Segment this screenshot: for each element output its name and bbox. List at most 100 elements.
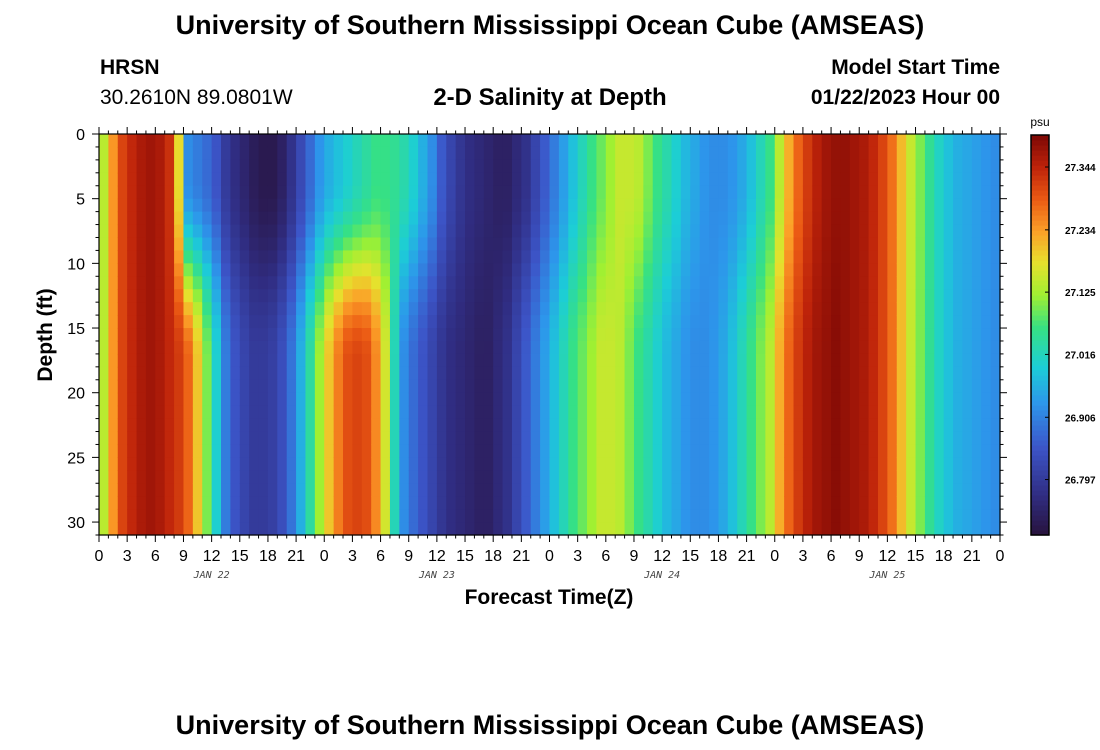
- heatmap-cell: [802, 483, 813, 497]
- heatmap-cell: [981, 431, 992, 446]
- heatmap-cell: [267, 379, 278, 394]
- heatmap-cell: [493, 483, 504, 497]
- heatmap-cell: [680, 134, 691, 148]
- heatmap-cell: [108, 185, 119, 200]
- heatmap-cell: [446, 250, 457, 264]
- heatmap-cell: [540, 328, 551, 342]
- heatmap-cell: [671, 237, 682, 252]
- heatmap-cell: [455, 353, 466, 368]
- heatmap-cell: [849, 509, 860, 523]
- heatmap-cell: [877, 418, 888, 433]
- heatmap-cell: [296, 366, 307, 381]
- heatmap-cell: [474, 237, 485, 252]
- heatmap-cell: [249, 302, 260, 316]
- heatmap-cell: [502, 496, 513, 510]
- heatmap-cell: [981, 159, 992, 174]
- heatmap-cell: [427, 366, 438, 381]
- heatmap-cell: [699, 353, 710, 368]
- heatmap-cell: [802, 328, 813, 342]
- heatmap-cell: [906, 457, 917, 471]
- heatmap-cell: [784, 237, 795, 252]
- heatmap-cell: [455, 405, 466, 420]
- heatmap-cell: [493, 134, 504, 148]
- heatmap-cell: [605, 146, 616, 161]
- heatmap-cell: [981, 315, 992, 329]
- heatmap-cell: [267, 302, 278, 316]
- heatmap-cell: [305, 509, 316, 523]
- heatmap-cell: [455, 496, 466, 510]
- heatmap-cell: [117, 224, 128, 239]
- heatmap-cell: [990, 289, 1001, 303]
- colorbar-segment: [1031, 355, 1049, 361]
- heatmap-cell: [258, 457, 269, 471]
- heatmap-cell: [643, 134, 654, 148]
- heatmap-cell: [558, 185, 569, 200]
- heatmap-cell: [258, 328, 269, 342]
- heatmap-cell: [971, 289, 982, 303]
- heatmap-cell: [521, 483, 532, 497]
- heatmap-cell: [849, 418, 860, 433]
- heatmap-cell: [230, 470, 241, 484]
- heatmap-cell: [296, 263, 307, 277]
- heatmap-cell: [145, 185, 156, 200]
- heatmap-cell: [493, 211, 504, 226]
- heatmap-cell: [596, 509, 607, 523]
- heatmap-cell: [990, 418, 1001, 433]
- heatmap-cell: [267, 509, 278, 523]
- heatmap-cell: [737, 496, 748, 510]
- heatmap-cell: [812, 405, 823, 420]
- colorbar-segment: [1031, 480, 1049, 486]
- heatmap-cell: [887, 405, 898, 420]
- heatmap-cell: [221, 483, 231, 497]
- heatmap-cell: [746, 263, 757, 277]
- heatmap-cell: [99, 198, 109, 213]
- heatmap-cell: [924, 198, 935, 213]
- x-tick-label: 9: [630, 548, 639, 565]
- heatmap-cell: [277, 431, 288, 446]
- heatmap-cell: [164, 457, 175, 471]
- heatmap-cell: [446, 159, 457, 174]
- heatmap-cell: [408, 302, 419, 316]
- heatmap-cell: [727, 224, 738, 239]
- heatmap-cell: [277, 159, 288, 174]
- heatmap-cell: [136, 418, 147, 433]
- heatmap-cell: [568, 444, 579, 458]
- heatmap-cell: [277, 340, 288, 355]
- heatmap-cell: [183, 211, 194, 226]
- heatmap-cell: [615, 379, 626, 394]
- heatmap-cell: [277, 470, 288, 484]
- heatmap-cell: [868, 263, 879, 277]
- heatmap-cell: [483, 198, 494, 213]
- heatmap-cell: [221, 172, 231, 187]
- heatmap-cell: [117, 198, 128, 213]
- heatmap-cell: [727, 444, 738, 458]
- heatmap-cell: [615, 237, 626, 252]
- heatmap-cell: [755, 509, 766, 523]
- heatmap-cell: [117, 146, 128, 161]
- heatmap-cell: [267, 224, 278, 239]
- heatmap-cell: [605, 250, 616, 264]
- heatmap-cell: [924, 496, 935, 510]
- colorbar-segment: [1031, 520, 1049, 526]
- heatmap-cell: [840, 289, 851, 303]
- heatmap-cell: [943, 444, 954, 458]
- heatmap-cell: [821, 159, 832, 174]
- heatmap-cell: [380, 302, 391, 316]
- heatmap-cell: [859, 431, 870, 446]
- heatmap-cell: [192, 353, 203, 368]
- heatmap-cell: [389, 405, 400, 420]
- heatmap-cell: [418, 198, 429, 213]
- heatmap-cell: [521, 198, 532, 213]
- heatmap-cell: [802, 457, 813, 471]
- heatmap-cell: [605, 379, 616, 394]
- heatmap-cell: [812, 470, 823, 484]
- heatmap-cell: [680, 211, 691, 226]
- heatmap-cell: [971, 405, 982, 420]
- heatmap-cell: [605, 405, 616, 420]
- heatmap-cell: [981, 328, 992, 342]
- heatmap-cell: [943, 405, 954, 420]
- heatmap-cell: [755, 353, 766, 368]
- heatmap-cell: [418, 483, 429, 497]
- heatmap-cell: [887, 159, 898, 174]
- heatmap-cell: [380, 328, 391, 342]
